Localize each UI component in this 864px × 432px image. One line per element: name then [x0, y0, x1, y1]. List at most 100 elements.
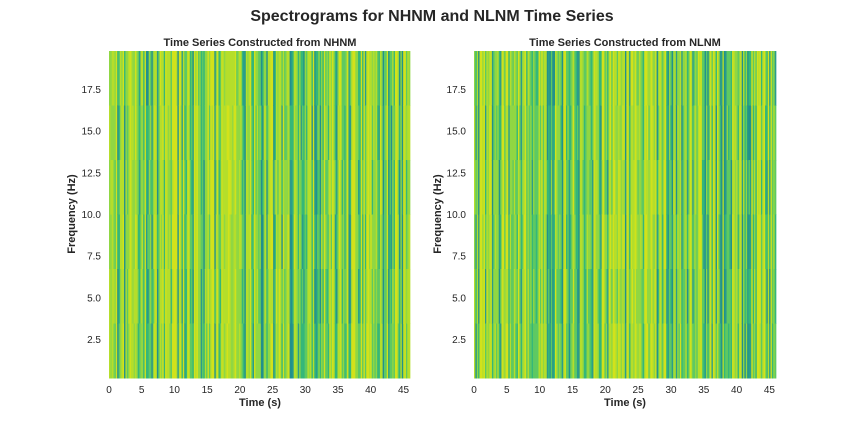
heatmap-cell: [166, 51, 169, 106]
heatmap-cell: [603, 269, 605, 324]
heatmap-cell: [223, 269, 226, 324]
heatmap-cell: [244, 323, 247, 379]
heatmap-cell: [199, 269, 202, 324]
heatmap-cell: [516, 323, 519, 379]
heatmap-cell: [345, 160, 348, 215]
heatmap-cell: [191, 214, 193, 270]
heatmap-cell: [362, 269, 364, 324]
heatmap-cell: [524, 214, 527, 270]
heatmap-cell: [186, 214, 189, 270]
heatmap-cell: [390, 51, 393, 106]
heatmap-cell: [674, 51, 677, 106]
heatmap-cell: [552, 214, 554, 270]
heatmap-cell: [385, 105, 388, 161]
heatmap-cell: [318, 160, 321, 215]
heatmap-cell: [512, 323, 515, 379]
heatmap-cell: [528, 214, 531, 270]
heatmap-cell: [288, 105, 290, 161]
heatmap-cell: [389, 323, 392, 379]
heatmap-cell: [511, 51, 513, 106]
heatmap-cell: [765, 51, 767, 106]
heatmap-cell: [321, 105, 323, 161]
heatmap-cell: [506, 160, 509, 215]
heatmap-cell: [748, 214, 751, 270]
heatmap-cell: [155, 51, 158, 106]
y-tick-label: 12.5: [82, 168, 102, 179]
heatmap-cell: [150, 214, 152, 270]
heatmap-cell: [542, 105, 545, 161]
heatmap-cell: [712, 105, 715, 161]
x-axis-label-nlnm: Time (s): [604, 397, 646, 409]
heatmap-cell: [221, 160, 223, 215]
heatmap-cell: [625, 269, 627, 324]
heatmap-cell: [701, 214, 704, 270]
heatmap-cell: [581, 323, 583, 379]
heatmap-cell: [605, 105, 608, 161]
heatmap-cell: [716, 51, 719, 106]
heatmap-cell: [675, 323, 678, 379]
heatmap-cell: [758, 323, 760, 379]
heatmap-cell: [297, 214, 300, 270]
heatmap-cell: [362, 51, 364, 106]
heatmap-cell: [593, 51, 596, 106]
heatmap-cell: [122, 323, 125, 379]
heatmap-cell: [478, 323, 480, 379]
heatmap-cell: [539, 51, 542, 106]
heatmap-cell: [585, 105, 587, 161]
heatmap-cell: [111, 214, 114, 270]
heatmap-cell: [281, 51, 284, 106]
heatmap-cell: [197, 105, 200, 161]
heatmap-cell: [217, 214, 219, 270]
heatmap-cell: [259, 323, 262, 379]
heatmap-cell: [176, 269, 178, 324]
heatmap-cell: [703, 51, 705, 106]
heatmap-cell: [668, 160, 671, 215]
heatmap-cell: [565, 51, 568, 106]
heatmap-cell: [519, 214, 522, 270]
heatmap-cell: [490, 269, 493, 324]
heatmap-cell: [125, 105, 128, 161]
heatmap-cell: [533, 214, 535, 270]
heatmap-cell: [716, 269, 719, 324]
x-tick-label: 10: [534, 385, 546, 396]
heatmap-cell: [203, 105, 206, 161]
heatmap-cell: [705, 160, 708, 215]
heatmap-cell: [140, 323, 143, 379]
heatmap-cell: [337, 214, 340, 270]
heatmap-cell: [527, 269, 530, 324]
heatmap-cell: [523, 160, 526, 215]
heatmap-cell: [244, 105, 247, 161]
heatmap-cell: [535, 160, 538, 215]
heatmap-cell: [538, 51, 541, 106]
heatmap-cell: [755, 51, 758, 106]
heatmap-cell: [478, 214, 480, 270]
heatmap-cell: [323, 214, 326, 270]
heatmap-cell: [125, 160, 128, 215]
heatmap-cell: [594, 160, 597, 215]
heatmap-cell: [327, 214, 330, 270]
heatmap-cell: [221, 269, 223, 324]
heatmap-cell: [352, 323, 355, 379]
heatmap-cell: [178, 214, 181, 270]
heatmap-cell: [114, 105, 117, 161]
heatmap-cell: [626, 105, 629, 161]
heatmap-cell: [483, 323, 486, 379]
heatmap-cell: [177, 214, 180, 270]
heatmap-cell: [156, 269, 159, 324]
heatmap-cell: [564, 214, 567, 270]
heatmap-cell: [375, 51, 378, 106]
heatmap-cell: [620, 269, 623, 324]
heatmap-cell: [113, 160, 115, 215]
heatmap-cell: [516, 269, 519, 324]
heatmap-cell: [651, 51, 653, 106]
heatmap-cell: [736, 323, 738, 379]
heatmap-cell: [163, 323, 166, 379]
heatmap-cell: [763, 51, 766, 106]
heatmap-cell: [559, 323, 561, 379]
heatmap-cell: [494, 105, 497, 161]
heatmap-cell: [393, 269, 396, 324]
heatmap-cell: [292, 214, 295, 270]
heatmap-cell: [193, 105, 196, 161]
heatmap-cell: [474, 214, 476, 270]
heatmap-cell: [225, 105, 228, 161]
